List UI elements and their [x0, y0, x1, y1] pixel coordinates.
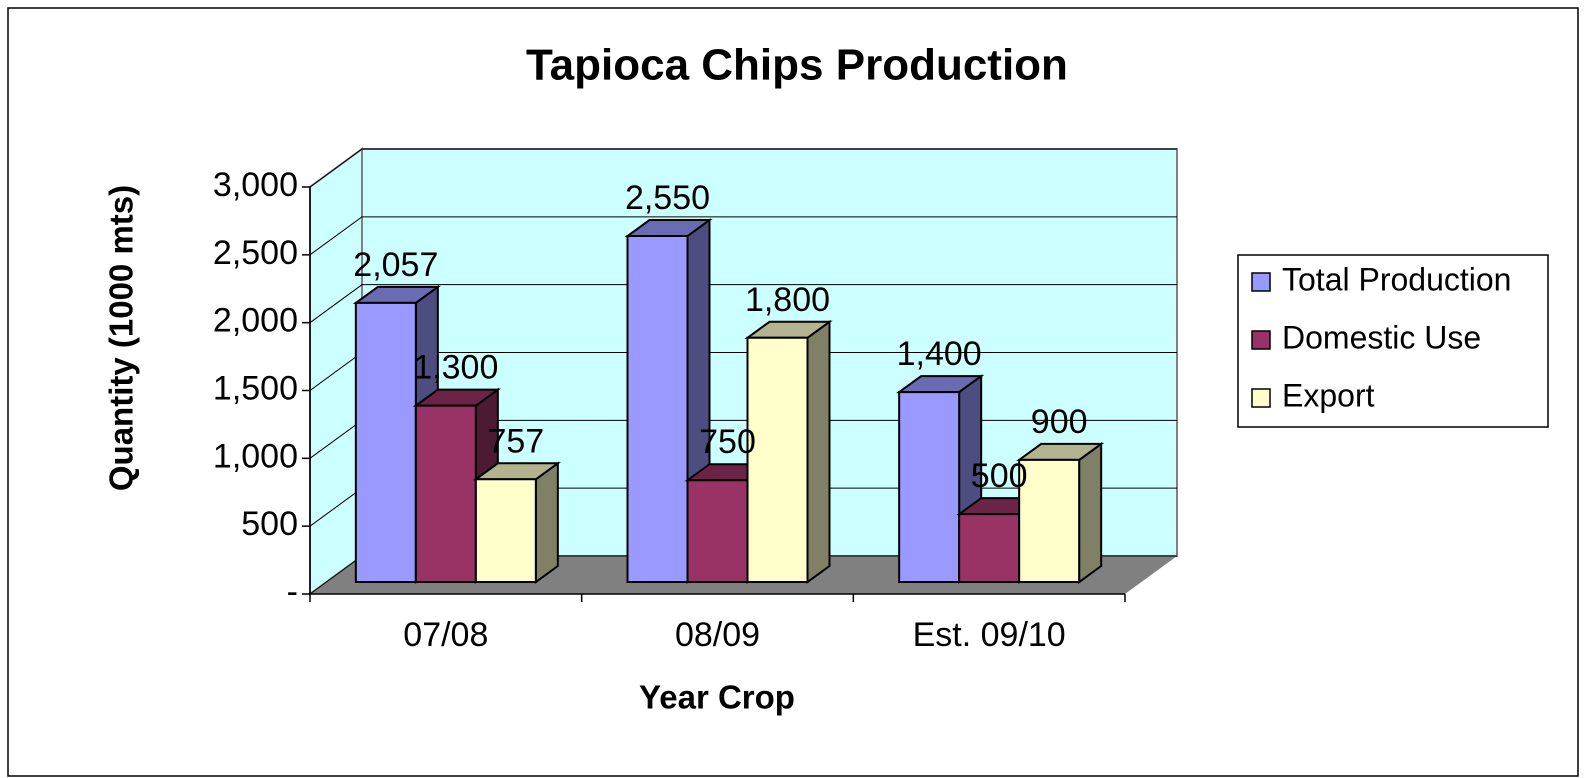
legend — [1237, 254, 1549, 428]
bar-face — [1078, 441, 1103, 584]
y-tick-label: 2,000 — [213, 302, 298, 340]
data-label: 757 — [487, 422, 544, 460]
bar — [744, 319, 833, 584]
bar-face — [414, 404, 477, 583]
chart-title: Tapioca Chips Production — [526, 41, 1068, 90]
y-tick-label: 3,000 — [213, 166, 298, 204]
legend-swatch — [1251, 388, 1271, 408]
bar-face — [958, 513, 1021, 583]
y-axis-label: Quantity (1000 mts) — [103, 185, 140, 491]
bar-face — [354, 301, 417, 583]
y-tick-label: - — [287, 573, 298, 611]
data-label: 500 — [971, 457, 1028, 495]
grid-line — [309, 284, 1177, 324]
grid-line — [309, 148, 1177, 188]
bar-face — [626, 235, 689, 583]
bar — [1016, 441, 1105, 584]
data-label: 1,400 — [897, 335, 982, 373]
bar-face — [898, 391, 961, 583]
data-label: 1,300 — [413, 349, 498, 387]
bar — [472, 461, 561, 584]
bar-face — [686, 479, 749, 583]
legend-label: Export — [1282, 377, 1375, 413]
y-tick-label: 500 — [241, 505, 298, 543]
bar-face — [746, 336, 809, 583]
bar-face — [534, 461, 559, 584]
grid-line — [309, 216, 1177, 256]
data-label: 900 — [1031, 403, 1088, 441]
y-tick-label: 1,000 — [213, 437, 298, 475]
x-tick-label: Est. 09/10 — [913, 616, 1066, 654]
legend-label: Domestic Use — [1282, 319, 1481, 355]
data-label: 750 — [699, 423, 756, 461]
legend-swatch — [1251, 272, 1271, 292]
x-axis-label: Year Crop — [639, 679, 795, 716]
data-label: 2,057 — [353, 246, 438, 284]
bar-face — [1018, 458, 1081, 583]
data-label: 2,550 — [625, 179, 710, 217]
x-tick-label: 07/08 — [403, 616, 488, 654]
y-tick-label: 2,500 — [213, 234, 298, 272]
legend-swatch — [1251, 330, 1271, 350]
data-label: 1,800 — [745, 281, 830, 319]
bar-face — [474, 478, 537, 583]
bar-face — [806, 319, 831, 584]
legend-label: Total Production — [1282, 261, 1511, 297]
x-tick-label: 08/09 — [675, 616, 760, 654]
y-tick-label: 1,500 — [213, 369, 298, 407]
